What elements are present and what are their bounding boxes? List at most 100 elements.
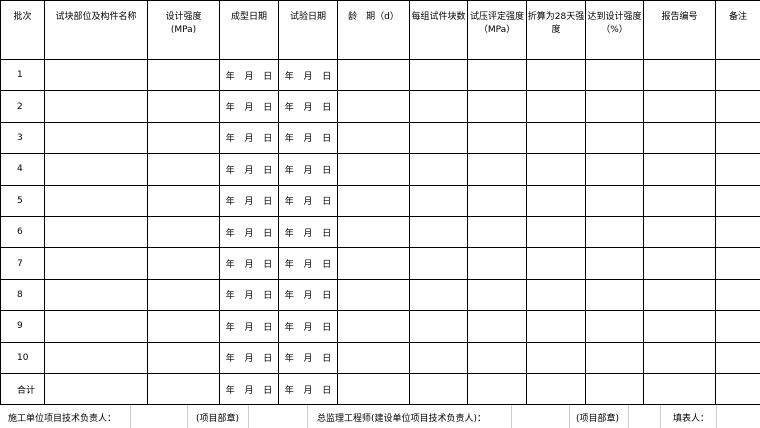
empty-cell	[45, 248, 148, 279]
molding-date: 年 月 日	[220, 185, 279, 216]
column-header: 成型日期	[220, 1, 279, 60]
empty-cell	[338, 342, 410, 373]
test-date: 年 月 日	[279, 342, 338, 373]
empty-cell	[468, 185, 527, 216]
molding-date: 年 月 日	[220, 154, 279, 185]
divider	[248, 405, 249, 428]
batch-cell: 8	[1, 279, 45, 310]
empty-cell	[527, 373, 586, 404]
column-header: 折算为28天强度	[527, 1, 586, 60]
empty-cell	[338, 154, 410, 185]
empty-cell	[716, 91, 760, 122]
empty-cell	[586, 122, 644, 153]
batch-cell: 6	[1, 216, 45, 247]
divider	[569, 405, 570, 428]
empty-cell	[644, 373, 716, 404]
empty-cell	[644, 279, 716, 310]
empty-cell	[586, 216, 644, 247]
data-row: 合计年 月 日年 月 日	[1, 373, 760, 404]
empty-cell	[338, 185, 410, 216]
empty-cell	[527, 216, 586, 247]
empty-cell	[468, 248, 527, 279]
empty-cell	[527, 248, 586, 279]
empty-cell	[586, 91, 644, 122]
divider	[660, 405, 661, 428]
empty-cell	[410, 60, 468, 91]
empty-cell	[586, 279, 644, 310]
empty-cell	[410, 91, 468, 122]
column-header: 试验日期	[279, 1, 338, 60]
empty-cell	[410, 373, 468, 404]
empty-cell	[45, 185, 148, 216]
empty-cell	[644, 91, 716, 122]
empty-cell	[148, 60, 220, 91]
empty-cell	[148, 342, 220, 373]
empty-cell	[586, 373, 644, 404]
empty-cell	[45, 311, 148, 342]
empty-cell	[468, 122, 527, 153]
empty-cell	[148, 154, 220, 185]
empty-cell	[527, 60, 586, 91]
empty-cell	[644, 248, 716, 279]
empty-cell	[148, 279, 220, 310]
test-date: 年 月 日	[279, 279, 338, 310]
molding-date: 年 月 日	[220, 216, 279, 247]
empty-cell	[410, 122, 468, 153]
molding-date: 年 月 日	[220, 373, 279, 404]
empty-cell	[45, 91, 148, 122]
empty-cell	[527, 91, 586, 122]
footer: 施工单位项目技术负责人： (项目部章) 总监理工程师(建设单位项目技术负责人)：…	[0, 405, 760, 428]
empty-cell	[148, 311, 220, 342]
empty-cell	[716, 342, 760, 373]
column-header: 报告编号	[644, 1, 716, 60]
empty-cell	[148, 248, 220, 279]
header-row: 批次试块部位及构件名称设计强度 (MPa)成型日期试验日期龄 期（d）每组试件块…	[1, 1, 760, 60]
empty-cell	[410, 154, 468, 185]
molding-date: 年 月 日	[220, 342, 279, 373]
test-date: 年 月 日	[279, 122, 338, 153]
molding-date: 年 月 日	[220, 60, 279, 91]
empty-cell	[45, 342, 148, 373]
molding-date: 年 月 日	[220, 91, 279, 122]
batch-cell: 5	[1, 185, 45, 216]
empty-cell	[45, 279, 148, 310]
divider	[511, 405, 512, 428]
column-header: 备注	[716, 1, 760, 60]
empty-cell	[148, 122, 220, 153]
empty-cell	[716, 311, 760, 342]
molding-date: 年 月 日	[220, 279, 279, 310]
empty-cell	[338, 373, 410, 404]
column-header: 达到设计强度（%）	[586, 1, 644, 60]
empty-cell	[644, 154, 716, 185]
record-table: 批次试块部位及构件名称设计强度 (MPa)成型日期试验日期龄 期（d）每组试件块…	[0, 0, 760, 405]
empty-cell	[468, 60, 527, 91]
divider	[716, 405, 717, 428]
empty-cell	[338, 279, 410, 310]
empty-cell	[468, 342, 527, 373]
divider	[628, 405, 629, 428]
empty-cell	[716, 279, 760, 310]
molding-date: 年 月 日	[220, 248, 279, 279]
empty-cell	[338, 91, 410, 122]
empty-cell	[468, 373, 527, 404]
divider	[130, 405, 131, 428]
empty-cell	[527, 154, 586, 185]
empty-cell	[716, 60, 760, 91]
empty-cell	[644, 185, 716, 216]
column-header: 试压评定强度（MPa）	[468, 1, 527, 60]
empty-cell	[410, 216, 468, 247]
empty-cell	[45, 60, 148, 91]
empty-cell	[716, 154, 760, 185]
empty-cell	[468, 279, 527, 310]
empty-cell	[410, 311, 468, 342]
column-header: 设计强度 (MPa)	[148, 1, 220, 60]
batch-cell: 2	[1, 91, 45, 122]
